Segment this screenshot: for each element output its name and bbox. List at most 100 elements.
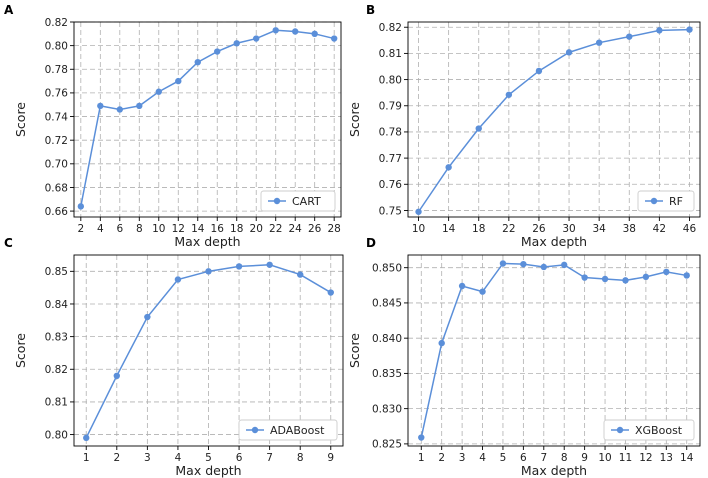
- data-point: [136, 102, 143, 110]
- y-tick-label: 0.82: [379, 22, 402, 34]
- data-point: [520, 260, 527, 268]
- x-tick-label: 9: [581, 452, 588, 464]
- y-tick-label: 0.81: [379, 48, 402, 60]
- x-tick-label: 30: [562, 223, 575, 235]
- data-point: [475, 125, 482, 132]
- x-tick-label: 28: [327, 223, 340, 235]
- series-line: [80, 29, 335, 207]
- x-tick-label: 42: [653, 223, 666, 235]
- legend: ADABoost: [238, 419, 338, 441]
- y-tick-label: 0.80: [45, 40, 68, 52]
- y-axis-label: Score: [13, 102, 28, 137]
- panel-letter: D: [366, 236, 376, 250]
- data-point: [174, 276, 182, 283]
- y-tick-label: 0.70: [45, 159, 68, 171]
- y-tick-label: 0.76: [379, 179, 403, 191]
- x-axis-label: Max depth: [174, 234, 240, 249]
- plot-frame: [407, 254, 701, 447]
- x-tick-label: 24: [289, 223, 303, 235]
- x-tick-label: 3: [144, 452, 151, 464]
- x-tick-label: 8: [297, 452, 304, 464]
- data-point: [155, 88, 162, 95]
- x-tick-label: 10: [412, 223, 425, 235]
- y-axis-label: Score: [13, 333, 28, 368]
- legend-box: [637, 190, 695, 212]
- x-tick-label: 26: [308, 223, 322, 235]
- data-point: [235, 263, 243, 270]
- data-point: [499, 260, 507, 267]
- data-point: [438, 339, 445, 347]
- data-point: [311, 30, 318, 38]
- legend: RF: [637, 190, 695, 212]
- y-tick-label: 0.74: [45, 111, 69, 123]
- data-point: [479, 288, 486, 295]
- data-point: [505, 91, 513, 98]
- data-point: [561, 261, 568, 269]
- legend-marker: [616, 426, 624, 434]
- x-tick-label: 2: [77, 223, 84, 235]
- y-tick-label: 0.81: [45, 397, 68, 409]
- x-tick-label: 16: [211, 223, 225, 235]
- series-line: [417, 28, 690, 213]
- y-tick-label: 0.80: [379, 74, 402, 86]
- x-tick-label: 2: [113, 452, 120, 464]
- x-tick-label: 22: [502, 223, 515, 235]
- panel-letter: B: [366, 3, 375, 17]
- data-point: [595, 39, 603, 46]
- x-axis-label: Max depth: [521, 234, 587, 249]
- x-tick-label: 6: [116, 223, 123, 235]
- x-tick-label: 9: [327, 452, 334, 464]
- y-tick-label: 0.850: [372, 262, 402, 274]
- y-tick-label: 0.72: [45, 135, 68, 147]
- legend-label: XGBoost: [635, 424, 683, 437]
- y-tick-label: 0.830: [372, 403, 402, 415]
- x-tick-label: 7: [266, 452, 273, 464]
- x-tick-label: 8: [136, 223, 143, 235]
- legend-box: [603, 419, 695, 441]
- y-tick-label: 0.825: [372, 439, 402, 451]
- x-tick-label: 26: [532, 223, 546, 235]
- legend-marker: [273, 197, 281, 205]
- data-point: [97, 102, 104, 110]
- y-tick-label: 0.79: [379, 101, 402, 113]
- x-tick-label: 14: [680, 452, 694, 464]
- data-point: [663, 268, 670, 276]
- data-point: [581, 274, 588, 281]
- y-tick-label: 0.80: [45, 429, 68, 441]
- legend: CART: [260, 190, 336, 212]
- data-point: [77, 203, 85, 210]
- data-point: [683, 272, 690, 279]
- data-point: [540, 263, 547, 271]
- y-tick-label: 0.68: [45, 182, 68, 194]
- x-tick-label: 10: [598, 452, 611, 464]
- x-tick-label: 12: [172, 223, 185, 235]
- x-tick-label: 2: [438, 452, 445, 464]
- series-line: [420, 262, 687, 438]
- panel-a: A2 4 6 8 10 12 14 16 18 20 22 24 26 280.660.680.700.7…: [4, 3, 342, 249]
- panel-letter: C: [4, 236, 13, 250]
- data-point: [144, 313, 151, 321]
- data-point: [266, 261, 273, 268]
- panel-letter: A: [4, 3, 14, 17]
- legend-label: RF: [669, 195, 683, 208]
- x-tick-label: 6: [236, 452, 243, 464]
- data-point: [297, 271, 304, 278]
- data-point: [330, 35, 338, 42]
- x-tick-label: 20: [250, 223, 263, 235]
- plot-frame: [73, 21, 342, 218]
- data-point: [194, 58, 201, 66]
- y-tick-label: 0.78: [45, 64, 68, 76]
- data-point: [83, 434, 90, 442]
- y-tick-label: 0.82: [45, 364, 68, 376]
- x-tick-label: 14: [442, 223, 456, 235]
- x-tick-label: 4: [175, 452, 182, 464]
- data-point: [214, 48, 221, 55]
- data-point: [622, 277, 629, 284]
- x-axis-label: Max depth: [521, 463, 587, 478]
- data-point: [626, 33, 633, 40]
- x-tick-label: 11: [619, 452, 632, 464]
- x-tick-label: 46: [683, 223, 697, 235]
- data-point: [233, 40, 240, 47]
- x-tick-label: 1: [418, 452, 425, 464]
